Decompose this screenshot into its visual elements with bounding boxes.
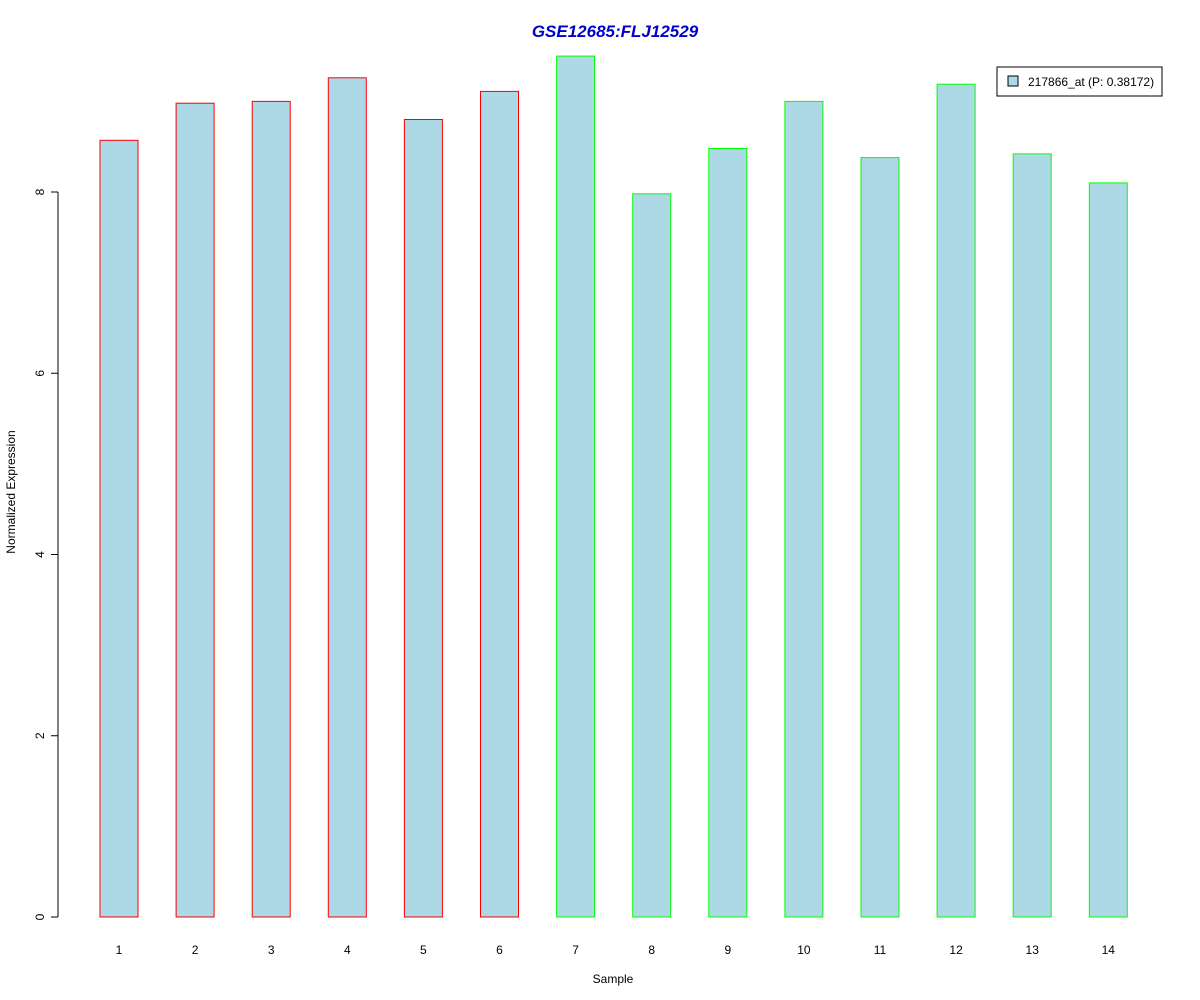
x-tick-label-5: 5	[420, 943, 427, 957]
bar-sample-11	[860, 157, 900, 918]
bar-sample-12	[936, 83, 976, 918]
x-tick-label-13: 13	[1026, 943, 1040, 957]
y-tick-label-8: 8	[33, 188, 47, 195]
bar-sample-4	[327, 77, 367, 918]
legend-box	[996, 66, 1163, 97]
bar-sample-6	[480, 90, 519, 918]
bar-sample-5	[403, 119, 443, 918]
bar-sample-8	[632, 193, 672, 918]
bar-sample-3	[251, 100, 291, 918]
legend: 217866_at (P: 0.38172)	[996, 66, 1163, 97]
x-tick-label-8: 8	[648, 943, 655, 957]
y-tick-label-2: 2	[33, 732, 47, 739]
bar-sample-7	[556, 55, 596, 918]
x-axis-tick-labels: 1 2 3 4 5 6 7 8 9 10 11 12 13 14	[116, 943, 1116, 957]
y-tick-label-6: 6	[33, 370, 47, 377]
bar-sample-13	[1012, 153, 1052, 918]
bar-sample-10	[784, 100, 824, 918]
bar-sample-1	[99, 139, 139, 918]
x-tick-label-7: 7	[572, 943, 579, 957]
x-tick-label-9: 9	[724, 943, 731, 957]
y-tick-label-4: 4	[33, 551, 47, 558]
x-tick-label-4: 4	[344, 943, 351, 957]
bar-sample-2	[175, 102, 215, 918]
x-tick-label-2: 2	[192, 943, 199, 957]
bars-group	[99, 55, 1128, 918]
x-tick-label-3: 3	[268, 943, 275, 957]
x-tick-label-12: 12	[949, 943, 963, 957]
legend-swatch	[1007, 75, 1019, 87]
chart-title: GSE12685:FLJ12529	[532, 22, 699, 41]
x-axis-label: Sample	[593, 972, 634, 986]
x-tick-label-1: 1	[116, 943, 123, 957]
y-axis-label: Normalized Expression	[4, 430, 18, 553]
x-tick-label-11: 11	[874, 943, 887, 957]
y-axis: 0 2 4 6 8	[33, 188, 59, 920]
x-tick-label-6: 6	[496, 943, 503, 957]
bar-sample-9	[708, 148, 748, 918]
x-tick-label-14: 14	[1102, 943, 1116, 957]
legend-label: 217866_at (P: 0.38172)	[1028, 75, 1154, 89]
bar-sample-14	[1088, 182, 1128, 918]
y-tick-label-0: 0	[33, 913, 47, 920]
x-tick-label-10: 10	[797, 943, 811, 957]
